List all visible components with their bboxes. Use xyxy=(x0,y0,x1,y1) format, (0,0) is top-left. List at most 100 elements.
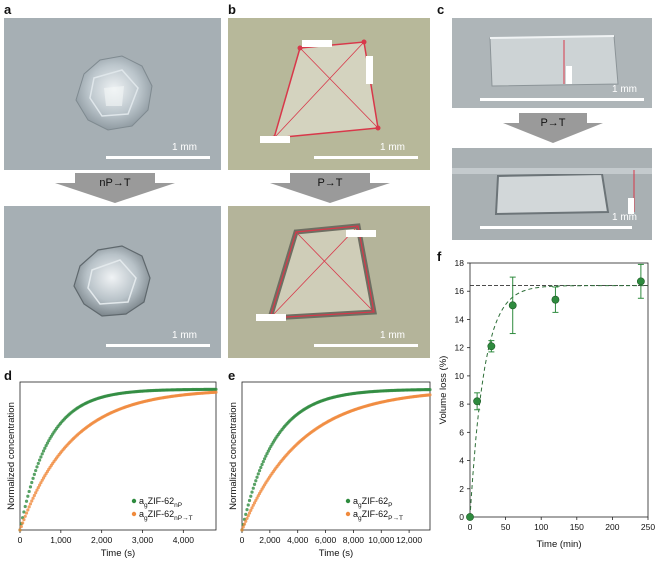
data-point-P xyxy=(252,482,257,487)
data-point-P xyxy=(260,462,264,467)
legend-entry: agZIF-62nP→T xyxy=(139,509,193,522)
crystal-a-before-image xyxy=(75,55,153,131)
arrow-label-c: P→T xyxy=(540,117,566,129)
legend-marker xyxy=(131,511,137,517)
x-tick-label: 4,000 xyxy=(173,535,195,545)
data-point-nP xyxy=(32,472,36,476)
data-point-nP xyxy=(38,458,42,462)
x-axis-label: Time (min) xyxy=(536,539,581,550)
data-point-P-to-T xyxy=(244,519,248,523)
y-tick-label: 4 xyxy=(459,456,464,466)
data-point-P-to-T xyxy=(242,522,247,526)
arrow-label-a: nP→T xyxy=(99,177,131,189)
data-point-nP-to-T xyxy=(36,485,40,490)
x-tick-label: 200 xyxy=(605,522,619,532)
data-point-P-to-T xyxy=(250,506,254,510)
x-tick-label: 8,000 xyxy=(343,535,365,545)
data-point-P xyxy=(254,479,258,483)
data-point xyxy=(636,277,645,286)
plot-frame xyxy=(241,381,431,531)
data-point-nP xyxy=(26,494,30,498)
crystal-b-before-image xyxy=(260,39,381,143)
data-point-nP xyxy=(214,387,218,391)
data-point-nP-to-T xyxy=(30,499,34,503)
data-point-nP-to-T xyxy=(19,524,23,529)
data-point-nP xyxy=(31,476,35,480)
data-point-P-to-T xyxy=(240,528,244,532)
data-point-nP-to-T xyxy=(26,508,30,512)
y-tick-label: 0 xyxy=(459,512,464,522)
x-tick-label: 50 xyxy=(501,522,511,532)
photo-b-after: 1 mm xyxy=(228,206,430,358)
data-point-nP xyxy=(43,446,47,450)
x-tick-label: 0 xyxy=(468,522,473,532)
data-point xyxy=(508,301,517,310)
data-point-nP xyxy=(28,485,33,489)
photo-a-after: 1 mm xyxy=(4,206,221,358)
data-point-P xyxy=(428,387,432,392)
arrow-c xyxy=(503,113,603,143)
data-point-nP xyxy=(35,465,39,469)
data-point-nP-to-T xyxy=(28,502,33,506)
y-axis-label: Normalized concentration xyxy=(228,402,239,510)
chart-f: 0 50 100 150 200 250 0 2 4 6 8 10 12 14 16 18 Time (min)… xyxy=(438,258,655,550)
data-point-P-to-T xyxy=(254,498,258,503)
data-point-nP-to-T xyxy=(34,491,38,495)
photo-c-before: 1 mm xyxy=(452,18,652,108)
photo-c-after: 1 mm xyxy=(452,148,652,240)
data-point-nP xyxy=(30,480,34,485)
data-point-nP xyxy=(24,499,29,503)
data-point-nP xyxy=(27,489,31,494)
panel-letter-d: d xyxy=(4,368,12,383)
y-tick-label: 10 xyxy=(455,371,465,381)
data-point-nP-to-T xyxy=(27,505,31,509)
data-point xyxy=(466,513,474,521)
x-tick-label: 150 xyxy=(570,522,584,532)
panel-letter-e: e xyxy=(228,368,236,383)
data-point xyxy=(473,397,482,406)
data-point-P xyxy=(266,449,270,453)
data-point-P xyxy=(259,465,263,470)
crystal-c-before-image xyxy=(452,18,652,108)
chart-e: 0 2,000 4,000 6,000 8,000 10,000 12,000 Time (s… xyxy=(228,381,432,559)
data-point-nP xyxy=(40,452,44,456)
legend-entry: agZIF-62nP xyxy=(139,496,182,509)
arrow-b xyxy=(270,173,390,203)
panel-letter-b: b xyxy=(228,2,236,17)
data-point-P xyxy=(246,503,250,507)
data-point-P-to-T xyxy=(241,525,245,529)
x-tick-label: 12,000 xyxy=(396,535,422,545)
y-tick-label: 18 xyxy=(455,258,465,268)
data-point-nP xyxy=(36,461,40,466)
data-point-nP-to-T xyxy=(22,517,26,522)
y-tick-label: 2 xyxy=(459,484,464,494)
data-point-nP xyxy=(34,468,38,473)
data-point-nP xyxy=(39,455,43,459)
data-point-nP xyxy=(23,504,27,509)
data-point xyxy=(487,342,496,351)
data-point-P-to-T xyxy=(428,393,432,397)
legend-entry: agZIF-62P→T xyxy=(353,509,403,522)
x-tick-label: 0 xyxy=(18,535,23,545)
x-axis-label: Time (s) xyxy=(319,548,353,559)
data-point-nP-to-T xyxy=(214,390,218,394)
data-point-nP-to-T xyxy=(38,483,42,487)
scale-label-c2: 1 mm xyxy=(612,212,637,223)
data-point-P xyxy=(257,469,262,473)
crystal-a-after-image xyxy=(73,245,151,317)
x-tick-label: 250 xyxy=(641,522,655,532)
x-tick-label: 4,000 xyxy=(287,535,309,545)
data-point-nP-to-T xyxy=(35,488,39,492)
legend-entry: agZIF-62P xyxy=(353,496,393,509)
data-point-nP-to-T xyxy=(24,511,29,515)
panel-letter-f: f xyxy=(437,249,442,264)
data-point-P xyxy=(265,451,269,456)
data-point-nP xyxy=(44,444,48,448)
x-tick-label: 0 xyxy=(240,535,245,545)
x-tick-label: 3,000 xyxy=(132,535,154,545)
scale-label-c1: 1 mm xyxy=(612,84,637,95)
data-point-nP-to-T xyxy=(18,528,22,532)
data-point-nP xyxy=(41,449,46,453)
x-tick-label: 100 xyxy=(534,522,548,532)
data-point-P xyxy=(255,475,259,479)
